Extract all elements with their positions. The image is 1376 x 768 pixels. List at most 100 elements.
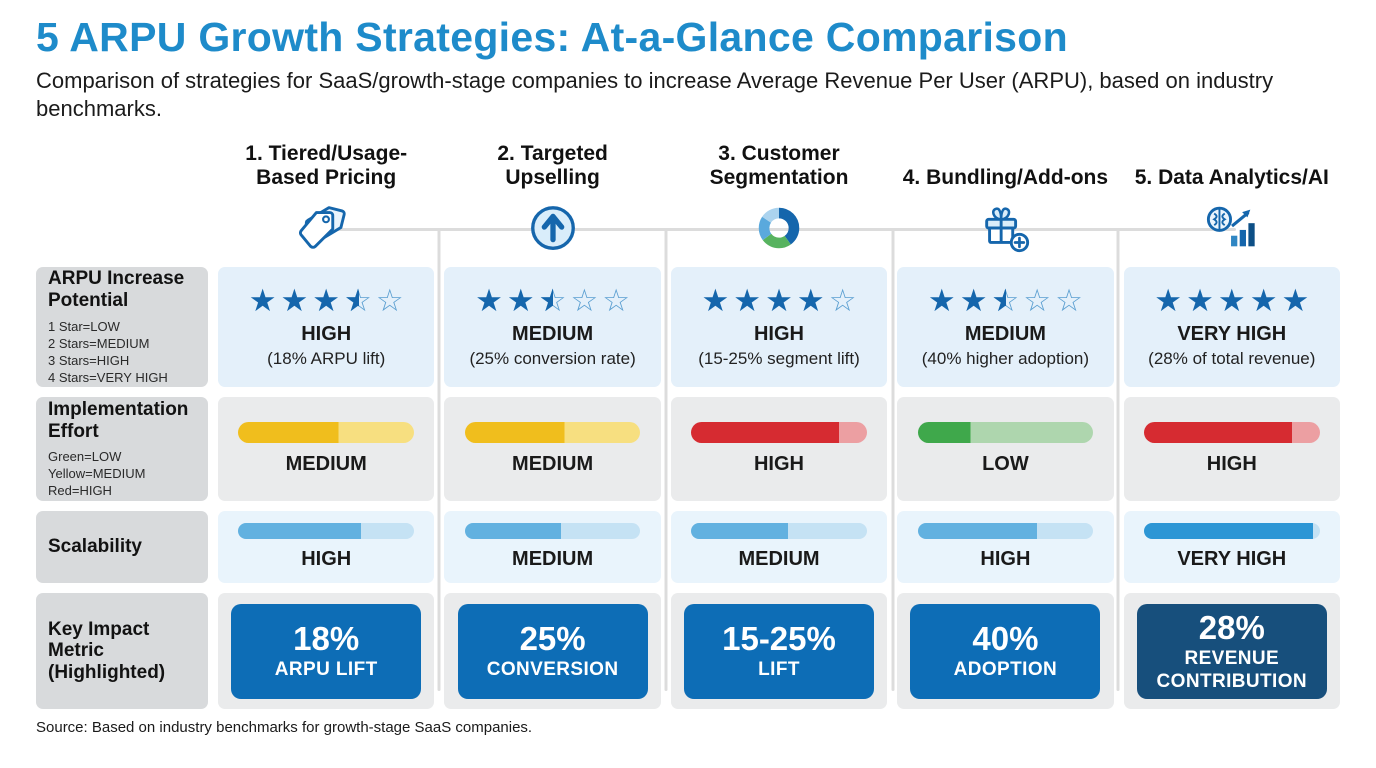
effort-bar [1143,422,1320,444]
impact-cell-5: 28% REVENUE CONTRIBUTION [1123,593,1340,710]
scalability-level: MEDIUM [512,548,594,571]
rating-level: MEDIUM [964,323,1046,346]
row-title: Key Impact Metric (Highlighted) [48,618,166,684]
column-header-targeted-upselling: 2. Targeted Upselling [497,141,608,189]
upsell-arrow-icon [444,199,660,257]
impact-metric-box: 40% ADOPTION [910,603,1101,700]
row-legend: 1 Star=LOW 2 Stars=MEDIUM 3 Stars=HIGH 4… [48,319,196,387]
source-note: Source: Based on industry benchmarks for… [36,719,533,737]
rating-level: HIGH [753,323,804,346]
impact-label: REVENUE CONTRIBUTION [1156,648,1308,692]
scalability-bar [464,523,641,540]
impact-label: ARPU LIFT [274,659,378,681]
impact-value: 15-25% [722,620,836,657]
scalability-cell-5: VERY HIGH [1123,511,1340,584]
effort-bar [691,422,867,444]
gift-box-icon [897,199,1113,257]
rating-detail: (40% higher adoption) [921,349,1090,369]
row-label-key-impact-metric: Key Impact Metric (Highlighted) [36,593,208,710]
impact-metric-box: 25% CONVERSION [457,603,648,700]
impact-cell-1: 18% ARPU LIFT [218,593,435,710]
impact-metric-box: 15-25% LIFT [683,603,875,700]
row-label-arpu-increase-potential: ARPU Increase Potential 1 Star=LOW 2 Sta… [36,267,208,388]
legend-line: 1 Star=LOW [48,318,120,334]
impact-value: 28% [1198,608,1265,646]
scalability-level: HIGH [301,548,352,571]
star-rating: ★ ★ ☆ ★ ☆ ☆ [475,283,631,319]
legend-line: 4 Stars=VERY HIGH [48,369,168,385]
impact-cell-2: 25% CONVERSION [444,593,661,710]
impact-label: CONVERSION [486,659,619,681]
scalability-cell-3: MEDIUM [670,511,888,584]
effort-cell-5: HIGH [1123,397,1340,502]
arpu-potential-cell-5: ★ ★ ★ ★ ★ VERY HIGH (28% of total revenue) [1123,267,1340,388]
effort-level: HIGH [1206,453,1257,476]
legend-line: 3 Stars=HIGH [48,352,130,368]
star-rating: ★ ★ ★ ★ ☆ [701,283,857,319]
impact-metric-box: 18% ARPU LIFT [231,603,422,700]
effort-bar [917,422,1094,444]
effort-level: MEDIUM [512,453,594,476]
connector-line-1 [437,229,441,692]
arpu-potential-cell-4: ★ ★ ☆ ★ ☆ ☆ MEDIUM (40% higher adoption) [897,267,1114,388]
connector-line-4 [1116,229,1120,692]
effort-cell-4: LOW [897,397,1114,502]
rating-detail: (18% ARPU lift) [267,349,386,369]
column-header-data-analytics-ai: 5. Data Analytics/AI [1134,165,1329,189]
arpu-potential-cell-2: ★ ★ ☆ ★ ☆ ☆ MEDIUM (25% conversion rate) [444,267,661,388]
arpu-potential-cell-1: ★ ★ ★ ☆ ★ ☆ HIGH (18% ARPU lift) [218,267,435,388]
impact-value: 40% [972,620,1039,657]
connector-line-3 [891,229,895,692]
star-rating: ★ ★ ★ ☆ ★ ☆ [248,283,404,319]
impact-cell-3: 15-25% LIFT [670,593,888,710]
effort-bar [238,422,415,444]
scalability-level: HIGH [980,548,1031,571]
rating-level: MEDIUM [512,323,594,346]
impact-value: 18% [293,620,360,657]
scalability-bar [1143,523,1320,540]
column-header-tiered-pricing: 1. Tiered/Usage-Based Pricing [245,141,408,189]
scalability-level: MEDIUM [738,548,820,571]
page-subtitle: Comparison of strategies for SaaS/growth… [36,68,1274,122]
impact-metric-box: 28% REVENUE CONTRIBUTION [1136,603,1327,700]
rating-detail: (28% of total revenue) [1148,349,1316,369]
comparison-matrix: 1. Tiered/Usage-Based Pricing 2. Targete… [36,137,1340,710]
price-tags-icon [218,199,434,257]
row-title: Implementation Effort [48,398,189,442]
rating-level: HIGH [301,323,352,346]
column-header-customer-segmentation: 3. Customer Segmentation [709,141,849,189]
page-title: 5 ARPU Growth Strategies: At-a-Glance Co… [36,14,1068,60]
column-header-bundling-addons: 4. Bundling/Add-ons [902,165,1109,189]
rating-detail: (25% conversion rate) [469,349,636,369]
brain-analytics-icon [1124,199,1340,257]
row-title: Scalability [48,536,142,558]
corner-spacer [36,137,208,189]
effort-level: LOW [982,453,1029,476]
connector-line-2 [664,229,668,692]
legend-line: Green=LOW [48,449,122,465]
legend-line: Yellow=MEDIUM [48,466,146,482]
effort-cell-1: MEDIUM [218,397,435,502]
connector-line-horizontal [309,228,1236,232]
scalability-level: VERY HIGH [1177,548,1287,571]
arpu-potential-cell-3: ★ ★ ★ ★ ☆ HIGH (15-25% segment lift) [670,267,888,388]
effort-level: MEDIUM [285,453,367,476]
impact-label: ADOPTION [953,659,1058,681]
infographic-page: 5 ARPU Growth Strategies: At-a-Glance Co… [36,14,1340,737]
impact-label: LIFT [758,659,800,681]
star-rating: ★ ★ ★ ★ ★ [1154,283,1310,319]
scalability-bar [691,523,867,540]
scalability-cell-4: HIGH [897,511,1114,584]
effort-cell-3: HIGH [670,397,888,502]
effort-level: HIGH [753,453,804,476]
effort-cell-2: MEDIUM [444,397,661,502]
scalability-cell-1: HIGH [218,511,435,584]
impact-value: 25% [519,620,586,657]
scalability-bar [917,523,1094,540]
impact-cell-4: 40% ADOPTION [897,593,1114,710]
comparison-grid: 1. Tiered/Usage-Based Pricing 2. Targete… [36,137,1340,710]
effort-bar [464,422,641,444]
scalability-bar [238,523,415,540]
donut-chart-icon [671,199,887,257]
rating-level: VERY HIGH [1177,323,1287,346]
